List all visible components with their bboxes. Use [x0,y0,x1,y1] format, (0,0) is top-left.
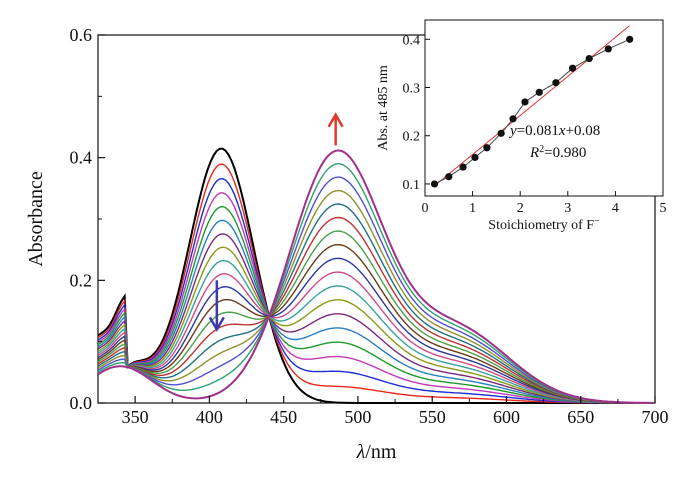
fit-equation: y=0.081x+0.08 [508,123,600,139]
inset-data-point [552,79,560,87]
inset-data-point [483,144,491,152]
inset-fit-line [434,25,630,187]
trend-arrow-head [208,316,225,332]
inset-data-point [445,173,453,181]
inset-data-point [535,88,543,96]
trend-arrows [208,112,344,332]
inset-x-tick-label: 3 [564,201,571,216]
fit-r-squared: R2=0.980 [529,144,586,162]
absorbance-curves [97,147,654,404]
inset-data-point [626,35,634,43]
main-x-tick-label: 600 [493,407,520,427]
absorbance-curve [97,147,654,404]
inset-x-tick-label: 4 [612,201,619,216]
inset-y-tick-label: 0.4 [403,33,421,48]
inset-data-point [430,180,439,188]
main-x-axis-label: λ/nm [356,441,397,463]
main-y-tick-label: 0.6 [70,25,93,45]
inset-data-point [497,129,505,137]
inset-data-series [430,35,634,188]
inset-x-tick-label: 5 [660,201,667,216]
absorbance-curve [97,216,654,404]
main-y-tick-label: 0.2 [70,270,93,290]
inset-data-point [459,163,467,171]
inset-data-point [604,45,612,53]
inset-x-tick-label: 1 [469,201,476,216]
main-x-tick-label: 500 [344,407,371,427]
main-y-axis-label: Absorbance [25,171,47,267]
main-x-tick-label: 650 [567,407,594,427]
main-absorbance-chart: 350 400 450 500 550 600 650 700 0.00.20.40.6 λ/… [25,25,669,463]
inset-data-point [471,153,479,162]
absorbance-curve [97,205,654,404]
inset-data-point [521,98,529,106]
inset-x-axis-ticks: 0 1 2 3 4 5 [422,191,667,216]
main-y-tick-label: 0.4 [70,148,93,168]
inset-data-point [585,54,593,63]
absorbance-curve [97,149,654,404]
main-x-tick-label: 350 [122,407,149,427]
absorbance-curve [97,219,654,404]
inset-y-tick-label: 0.3 [403,82,421,97]
inset-y-axis-label: Abs. at 485 nm [376,65,391,151]
trend-arrow-head [327,112,344,128]
main-x-tick-label: 700 [642,407,669,427]
main-x-tick-label: 450 [270,407,297,427]
main-x-axis-ticks: 350 400 450 500 550 600 650 700 [97,396,669,427]
inset-y-axis-ticks: 0.1 0.2 0.3 0.4 [403,33,430,193]
inset-x-axis-label: Stoichiometry of F− [488,216,600,234]
inset-y-tick-label: 0.1 [403,178,421,193]
inset-y-tick-label: 0.2 [403,130,421,145]
main-y-axis-ticks: 0.0 0.2 0.4 0.6 [70,25,105,413]
inset-data-point [509,115,517,123]
inset-x-tick-label: 2 [517,201,524,216]
inset-x-tick-label: 0 [422,201,429,216]
main-x-tick-label: 400 [196,407,223,427]
main-y-tick-label: 0.0 [70,393,93,413]
main-x-tick-label: 550 [419,407,446,427]
linear-fit-line [434,25,630,187]
inset-data-point [568,64,577,72]
